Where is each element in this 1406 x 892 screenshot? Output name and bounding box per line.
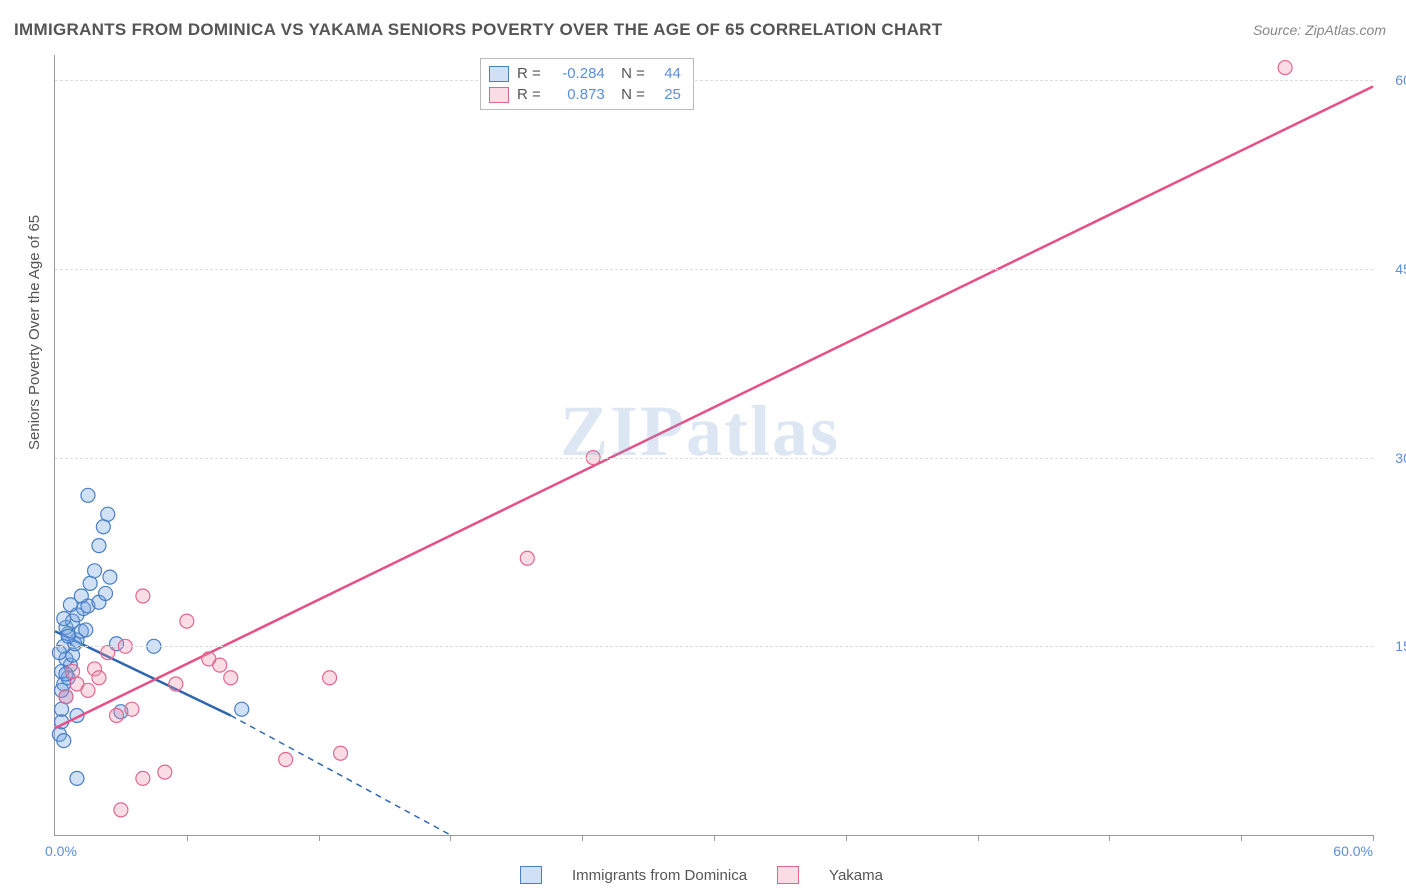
y-tick-label: 30.0% (1395, 450, 1406, 466)
y-tick-label: 45.0% (1395, 261, 1406, 277)
y-tick-label: 15.0% (1395, 638, 1406, 654)
stat-r-value: -0.284 (549, 65, 605, 82)
swatch-icon (777, 866, 799, 884)
stat-label: N = (613, 86, 645, 103)
stat-label: N = (613, 65, 645, 82)
legend-label: Immigrants from Dominica (572, 867, 747, 884)
stat-n-value: 44 (653, 65, 681, 82)
stat-label: R = (517, 65, 541, 82)
y-tick-label: 60.0% (1395, 72, 1406, 88)
gridline (55, 80, 1373, 81)
source-attribution: Source: ZipAtlas.com (1253, 22, 1386, 38)
plot-svg (55, 55, 1373, 835)
correlation-stats-box: R = -0.284 N = 44 R = 0.873 N = 25 (480, 58, 694, 110)
stat-row: R = 0.873 N = 25 (489, 84, 681, 105)
bottom-legend: Immigrants from Dominica Yakama (520, 866, 883, 884)
x-tick-mark (187, 835, 188, 841)
x-tick-max: 60.0% (1333, 843, 1373, 859)
x-tick-mark (319, 835, 320, 841)
x-tick-mark (450, 835, 451, 841)
swatch-icon (489, 66, 509, 82)
x-tick-mark (714, 835, 715, 841)
x-tick-mark (1241, 835, 1242, 841)
page-title: IMMIGRANTS FROM DOMINICA VS YAKAMA SENIO… (14, 20, 942, 40)
swatch-icon (489, 87, 509, 103)
swatch-icon (520, 866, 542, 884)
x-tick-mark (1373, 835, 1374, 841)
legend-label: Yakama (829, 867, 883, 884)
stat-r-value: 0.873 (549, 86, 605, 103)
x-tick-mark (846, 835, 847, 841)
scatter-plot: 0.0% 60.0% 15.0%30.0%45.0%60.0% (54, 55, 1373, 836)
x-tick-mark (978, 835, 979, 841)
gridline (55, 269, 1373, 270)
x-tick-min: 0.0% (45, 843, 77, 859)
x-tick-mark (1109, 835, 1110, 841)
y-axis-label: Seniors Poverty Over the Age of 65 (26, 215, 43, 450)
gridline (55, 458, 1373, 459)
gridline (55, 646, 1373, 647)
stat-n-value: 25 (653, 86, 681, 103)
stat-row: R = -0.284 N = 44 (489, 63, 681, 84)
stat-label: R = (517, 86, 541, 103)
x-tick-mark (582, 835, 583, 841)
